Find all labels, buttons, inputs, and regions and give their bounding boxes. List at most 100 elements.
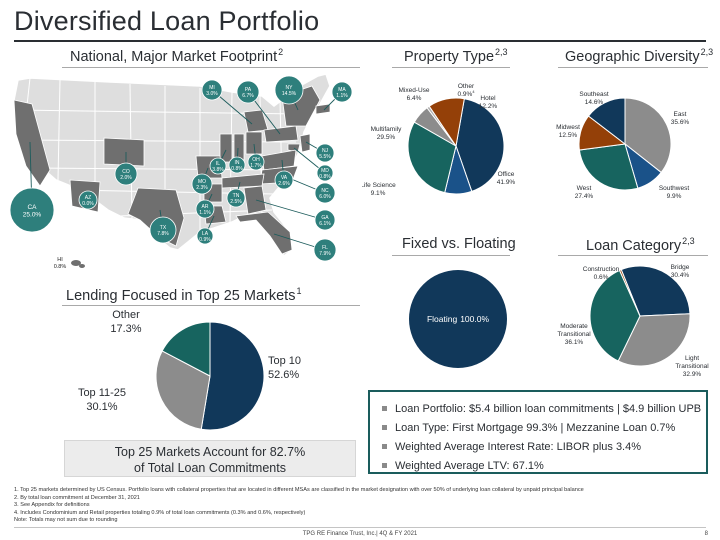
us-map-markers: MI3.0%PA6.7%NY14.5%MA1.1%NJ5.5%MD0.8%CO2… (9, 75, 353, 270)
pie-label-name: Midwest (556, 124, 580, 131)
pie-slice (161, 321, 211, 377)
bullet-icon (382, 444, 387, 449)
market-marker-in (228, 156, 246, 174)
market-marker-la (196, 227, 214, 245)
marker-value-label: 0.0% (82, 201, 94, 207)
pie-label-name: Other (112, 309, 140, 321)
geo-section-title-text: Geographic Diversity (565, 48, 700, 65)
marker-value-label: 6.7% (242, 93, 254, 99)
bullet-icon (382, 425, 387, 430)
pie-label-value: 100.0% (460, 314, 489, 324)
marker-state-label: AR (202, 204, 209, 210)
marker-state-label: IN (235, 160, 240, 166)
pie-label-name: Mixed-Use (398, 87, 429, 94)
pie-label-name: Top 10 (268, 355, 301, 367)
lending-section-footnote-ref: 1 (296, 286, 302, 296)
pie-label-value: 27.4% (575, 193, 594, 200)
marker-state-label: VA (281, 175, 288, 181)
geo-section-footnote-ref: 2,3 (700, 47, 714, 57)
top25-summary-line2: of Total Loan Commitments (134, 461, 286, 475)
stat-item: Weighted Average LTV: 67.1% (382, 456, 706, 475)
leader-line (255, 199, 326, 221)
pie-slice-floating (409, 270, 507, 368)
marker-state-label: AZ (85, 195, 91, 201)
pie-slice (620, 265, 691, 317)
pie-label-name: Construction (583, 266, 620, 273)
pie-label-name: Top 11-25 (78, 387, 126, 399)
map-section-title-text: National, Major Market Footprint (70, 48, 278, 65)
pie-label-name: Southwest (659, 185, 690, 192)
fixed-section-title: Fixed vs. Floating (402, 236, 516, 252)
marker-value-label: 1.1% (199, 210, 211, 216)
marker-value-label: 5.5% (319, 154, 331, 160)
pie-label-name: Southeast (579, 91, 608, 98)
stat-text: Loan Portfolio: $5.4 billion loan commit… (395, 402, 702, 415)
marker-value-label: 2.6% (278, 181, 290, 187)
pie-label-value: 30.1% (86, 401, 117, 413)
market-marker-mo (191, 173, 213, 195)
loan-category-pie-chart: Bridge30.4%LightTransitional32.9%Moderat… (557, 264, 709, 378)
marker-value-label: 6.0% (319, 194, 331, 200)
top25-summary-box: Top 25 Markets Account for 82.7% of Tota… (64, 440, 356, 477)
property-section-title: Property Type2,3 (404, 47, 508, 65)
market-marker-co (114, 162, 138, 186)
market-marker-pa (236, 80, 260, 104)
marker-value-label: 7.8% (157, 231, 169, 237)
pie-label-value: 52.6% (268, 369, 299, 381)
pie-label-name: Light (685, 355, 699, 362)
fixed-section-rule (392, 255, 510, 256)
market-marker-mi (201, 79, 223, 101)
pie-slice (589, 269, 641, 362)
market-marker-fl (313, 238, 337, 262)
pie-label-floating: Floating 100.0% (427, 314, 490, 324)
pie-label-value: 29.5% (377, 134, 396, 141)
marker-value-label: 6.1% (319, 221, 331, 227)
pie-label-name: West (577, 185, 592, 192)
pie-slice (407, 121, 457, 194)
pie-label-value: 6.4% (407, 95, 422, 102)
state-border (57, 79, 61, 181)
stat-text: Weighted Average Interest Rate: LIBOR pl… (395, 440, 642, 453)
pie-label-value: 41.9% (497, 179, 516, 186)
marker-value-label: 3.0% (206, 91, 218, 97)
hi-state-label: HI (57, 257, 63, 263)
state-massachusetts (315, 103, 331, 115)
property-section-title-text: Property Type (404, 48, 495, 65)
bullet-icon (382, 463, 387, 468)
stat-text: Weighted Average LTV: 67.1% (395, 459, 544, 472)
pie-label-name: Bridge (671, 264, 690, 271)
property-section-rule (392, 67, 510, 68)
pie-slice (618, 268, 641, 317)
page-number: 8 (704, 531, 708, 537)
pie-slice (428, 97, 465, 148)
marker-value-label: 0.9% (199, 237, 211, 243)
state-florida (235, 211, 293, 255)
footnote: 2. By total loan commitment at December … (14, 494, 140, 501)
lending-section-title: Lending Focused in Top 25 Markets1 (66, 286, 301, 304)
marker-state-label: LA (202, 231, 209, 237)
state-ohio (245, 131, 263, 155)
category-section-rule (558, 255, 708, 256)
pie-slice (455, 98, 505, 192)
pie-label-value: 35.6% (671, 119, 690, 126)
top25-summary-line1: Top 25 Markets Account for 82.7% (114, 445, 306, 459)
marker-state-label: TN (233, 193, 240, 199)
portfolio-stats-box: Loan Portfolio: $5.4 billion loan commit… (368, 390, 708, 474)
lending-section-rule (62, 305, 360, 306)
market-marker-ga (314, 209, 336, 231)
pie-label-name: Life Science (362, 182, 396, 189)
market-marker-az (78, 190, 98, 210)
stat-item: Loan Type: First Mortgage 99.3% | Mezzan… (382, 418, 706, 437)
marker-state-label: GA (321, 215, 329, 221)
lending-pie-chart: Top 10 52.6% Top 11-25 30.1% Other 17.3% (78, 309, 301, 431)
market-marker-va (274, 170, 294, 190)
state-hawaii-island (79, 264, 85, 268)
market-marker-ar (195, 199, 215, 219)
marker-state-label: MA (338, 87, 346, 93)
pie-label-name: Moderate (560, 323, 588, 330)
marker-value-label: 0.8% (231, 166, 243, 172)
marker-value-label: 14.5% (282, 91, 297, 97)
pie-label-value: 12.5% (559, 132, 578, 139)
